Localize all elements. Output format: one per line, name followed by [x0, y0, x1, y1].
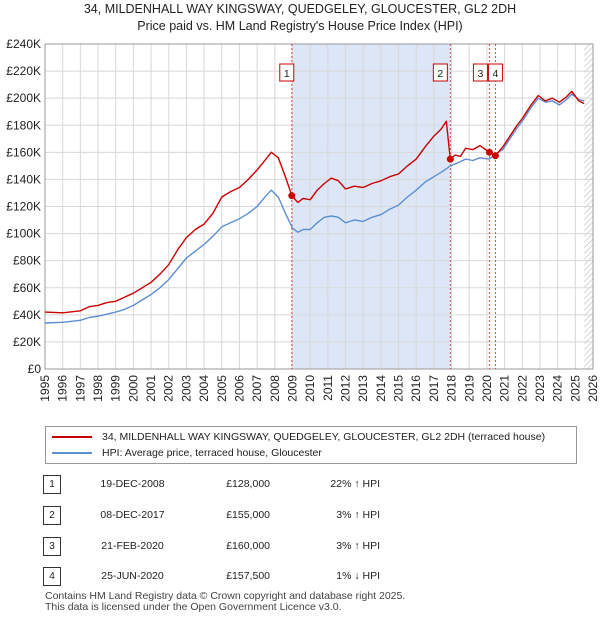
x-tick-label: 2003: [179, 375, 193, 402]
legend-swatch-red: [52, 436, 92, 438]
y-tick-label: £80K: [13, 254, 41, 268]
transaction-row: 3 21-FEB-2020 £160,000 3% ↑ HPI: [0, 537, 600, 557]
sale-number-box: [279, 63, 295, 82]
x-tick-label: 2004: [197, 375, 211, 402]
y-tick-label: £100K: [6, 227, 41, 241]
y-tick-label: £60K: [13, 281, 41, 295]
x-tick-label: 2000: [126, 375, 140, 402]
legend-label-hpi: HPI: Average price, terraced house, Glou…: [102, 447, 322, 459]
transaction-hpi: 1% ↓ HPI: [336, 570, 380, 582]
legend-label-property: 34, MILDENHALL WAY KINGSWAY, QUEDGELEY, …: [102, 431, 546, 443]
transaction-price: £160,000: [226, 540, 270, 552]
y-tick-label: £180K: [6, 118, 41, 132]
transaction-row: 2 08-DEC-2017 £155,000 3% ↑ HPI: [0, 506, 600, 526]
x-tick-label: 1995: [38, 375, 52, 402]
legend-item-property: 34, MILDENHALL WAY KINGSWAY, QUEDGELEY, …: [52, 429, 545, 445]
x-tick-label: 2005: [215, 375, 229, 402]
x-tick-label: 2024: [551, 375, 565, 402]
sale-number-label: 1: [284, 68, 290, 80]
sale-point: [288, 192, 296, 200]
sale-number-label: 2: [437, 68, 443, 80]
sale-point: [491, 152, 499, 160]
y-tick-label: £0: [28, 362, 42, 376]
transaction-marker: 3: [43, 537, 61, 556]
y-tick-label: £200K: [6, 91, 41, 105]
legend-swatch-blue: [52, 452, 92, 454]
y-tick-label: £140K: [6, 172, 41, 186]
transaction-price: £155,000: [226, 509, 270, 521]
chart-title: 34, MILDENHALL WAY KINGSWAY, QUEDGELEY, …: [83, 2, 517, 16]
transaction-marker: 2: [43, 506, 61, 525]
hpi-line: [44, 93, 585, 324]
x-tick-label: 2016: [409, 375, 423, 402]
sale-number-box: [472, 63, 488, 82]
transaction-date: 19-DEC-2008: [100, 478, 165, 490]
x-tick-label: 1997: [73, 375, 87, 402]
footer-licence: This data is licensed under the Open Gov…: [45, 601, 342, 613]
transaction-row: 1 19-DEC-2008 £128,000 22% ↑ HPI: [0, 475, 600, 495]
legend: 34, MILDENHALL WAY KINGSWAY, QUEDGELEY, …: [45, 426, 577, 464]
x-tick-label: 2008: [268, 375, 282, 402]
footer-copyright: Contains HM Land Registry data © Crown c…: [45, 590, 406, 602]
sale-number-label: 4: [492, 68, 498, 80]
y-tick-label: £220K: [6, 64, 41, 78]
x-tick-label: 2013: [356, 375, 370, 402]
sale-number-box: [487, 63, 503, 82]
x-tick-label: 2022: [515, 375, 529, 402]
x-tick-label: 2002: [162, 375, 176, 402]
x-tick-label: 2011: [321, 375, 335, 401]
transaction-price: £128,000: [226, 478, 270, 490]
x-tick-label: 2017: [427, 375, 441, 402]
x-tick-label: 1998: [91, 375, 105, 402]
sale-number-label: 3: [477, 68, 483, 80]
transaction-date: 08-DEC-2017: [100, 509, 165, 521]
x-tick-label: 2026: [586, 375, 600, 402]
legend-item-hpi: HPI: Average price, terraced house, Glou…: [52, 445, 322, 461]
x-tick-label: 2014: [374, 375, 388, 402]
price-chart: £0 £20K £40K £60K £80K £100K £120K £140K £160K £1…: [6, 37, 600, 402]
transaction-hpi: 3% ↑ HPI: [336, 509, 380, 521]
transaction-date: 25-JUN-2020: [101, 570, 164, 582]
x-tick-label: 2007: [250, 375, 264, 402]
x-tick-label: 2006: [232, 375, 246, 402]
x-tick-label: 1999: [109, 375, 123, 402]
transaction-price: £157,500: [226, 570, 270, 582]
x-tick-label: 2001: [144, 375, 158, 402]
x-tick-label: 2019: [462, 375, 476, 402]
x-tick-label: 2020: [480, 375, 494, 402]
property-price-line: [44, 90, 585, 314]
x-tick-label: 2021: [498, 375, 512, 402]
transaction-hpi: 22% ↑ HPI: [330, 478, 380, 490]
x-tick-label: 2012: [339, 375, 353, 402]
x-tick-label: 2009: [285, 375, 299, 402]
transaction-marker: 1: [43, 475, 61, 494]
x-tick-label: 2025: [568, 375, 582, 402]
sale-number-box: [432, 63, 448, 82]
y-tick-label: £240K: [6, 37, 41, 51]
transaction-hpi: 3% ↑ HPI: [336, 540, 380, 552]
x-tick-label: 2018: [445, 375, 459, 402]
sale-point: [485, 148, 493, 156]
footer: Contains HM Land Registry data © Crown c…: [45, 591, 405, 613]
y-tick-label: £120K: [6, 200, 41, 214]
x-tick-label: 2010: [303, 375, 317, 402]
transaction-row: 4 25-JUN-2020 £157,500 1% ↓ HPI: [0, 567, 600, 587]
plot-frame: [44, 43, 594, 370]
y-tick-label: £20K: [13, 335, 41, 349]
transaction-marker: 4: [43, 567, 61, 586]
sale-point: [446, 155, 454, 163]
y-tick-label: £40K: [13, 308, 41, 322]
x-tick-label: 1996: [56, 375, 70, 402]
x-tick-label: 2023: [533, 375, 547, 402]
transaction-date: 21-FEB-2020: [101, 540, 164, 552]
x-tick-label: 2015: [392, 375, 406, 402]
chart-subtitle: Price paid vs. HM Land Registry's House …: [137, 19, 463, 33]
y-tick-label: £160K: [6, 145, 41, 159]
